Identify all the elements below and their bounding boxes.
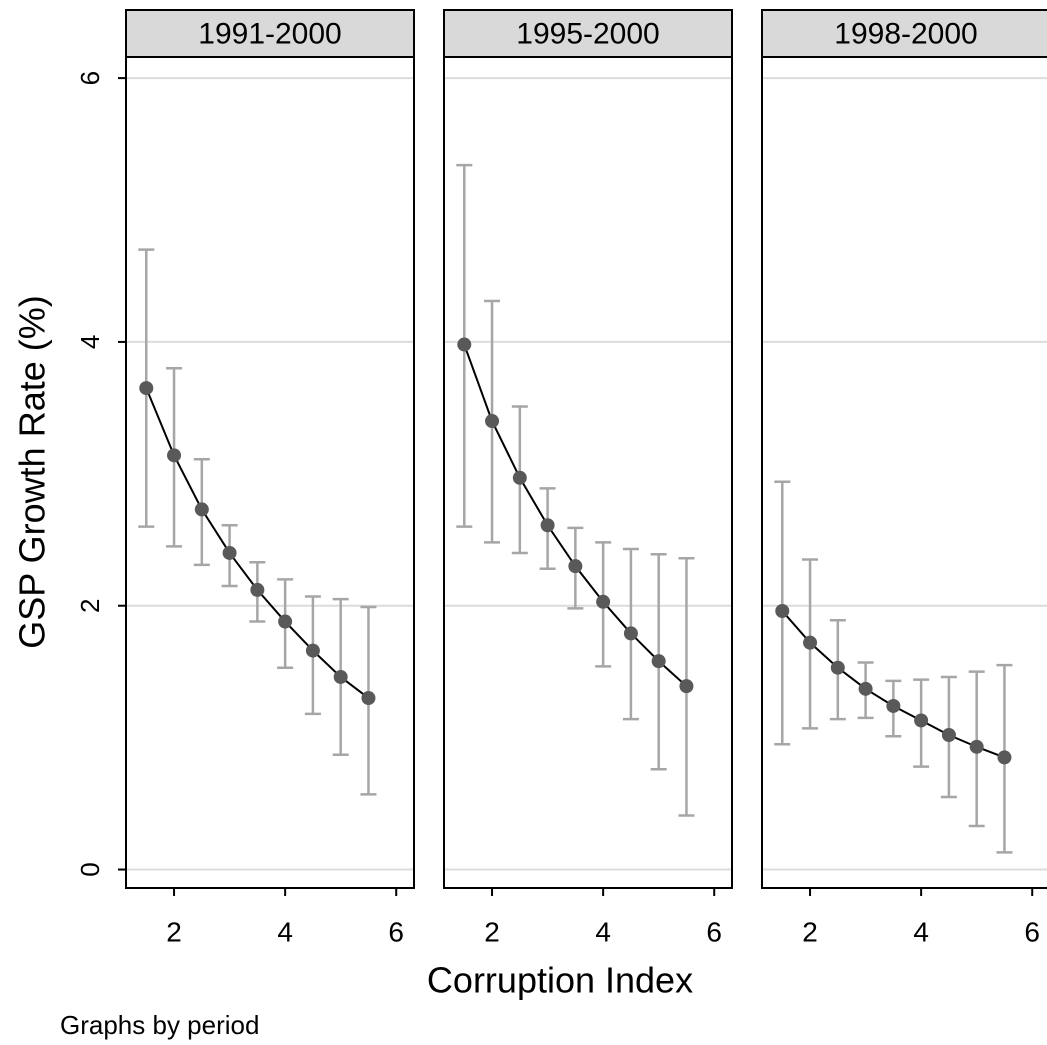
marker <box>941 727 956 742</box>
marker <box>540 518 555 533</box>
marker <box>775 604 790 618</box>
x-tick-label: 6 <box>1024 916 1040 947</box>
plot-frame <box>443 56 733 889</box>
y-tick-label: 6 <box>75 71 105 85</box>
marker <box>485 414 500 429</box>
marker <box>997 750 1012 765</box>
x-tick-label: 6 <box>388 916 404 947</box>
marker <box>167 448 182 463</box>
marker <box>139 381 154 396</box>
x-tick-label: 4 <box>913 916 929 947</box>
x-tick-label: 2 <box>484 916 500 947</box>
marker <box>222 545 237 560</box>
marker <box>568 559 583 574</box>
plot-frame <box>761 56 1047 889</box>
marker <box>830 660 845 675</box>
marker <box>512 470 527 485</box>
marker <box>803 635 818 650</box>
marker <box>194 502 209 517</box>
marker <box>305 643 320 658</box>
marker <box>914 713 929 728</box>
y-tick-label: 2 <box>75 598 105 612</box>
panel-header <box>443 9 733 58</box>
panel-title: 1991-2000 <box>198 17 341 50</box>
panel-header <box>761 9 1047 58</box>
marker <box>858 681 873 696</box>
marker <box>679 679 694 694</box>
panel-header <box>125 9 415 58</box>
marker <box>278 614 293 629</box>
marker <box>623 626 638 641</box>
x-tick-label: 6 <box>706 916 722 947</box>
plot-frame <box>125 56 415 889</box>
panel-title: 1998-2000 <box>834 17 977 50</box>
marker <box>333 669 348 684</box>
x-tick-label: 4 <box>277 916 293 947</box>
x-tick-label: 2 <box>166 916 182 947</box>
x-tick-label: 2 <box>802 916 818 947</box>
y-tick-label: 4 <box>75 335 105 349</box>
note: Graphs by period <box>60 1010 259 1040</box>
marker <box>969 739 984 754</box>
marker <box>651 654 666 669</box>
x-tick-label: 4 <box>595 916 611 947</box>
marker <box>457 337 472 352</box>
marker <box>361 691 376 706</box>
x-axis-title: Corruption Index <box>427 960 693 1001</box>
y-tick-label: 0 <box>75 862 105 876</box>
y-axis-title: GSP Growth Rate (%) <box>12 295 53 648</box>
panel-title: 1995-2000 <box>516 17 659 50</box>
marker <box>596 594 611 609</box>
marker <box>250 582 265 597</box>
marker <box>886 698 901 713</box>
